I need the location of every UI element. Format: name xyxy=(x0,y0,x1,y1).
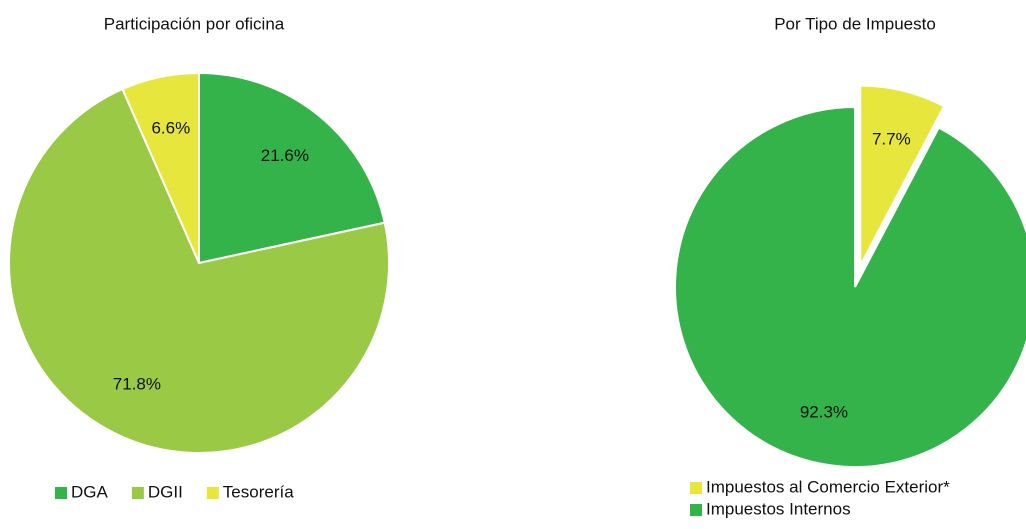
pie-slice xyxy=(674,105,1026,468)
data-label: 21.6% xyxy=(261,146,309,165)
pie-slice xyxy=(121,71,200,264)
chart-title: Participación por oficina xyxy=(104,14,285,33)
chart-title: Por Tipo de Impuesto xyxy=(774,14,936,33)
data-label: 71.8% xyxy=(113,374,161,393)
data-label: 6.6% xyxy=(151,119,190,138)
data-label: 7.7% xyxy=(872,129,911,148)
legend-swatch xyxy=(690,504,702,516)
legend-label: DGII xyxy=(148,482,183,501)
pie-slice xyxy=(8,87,390,454)
legend-label: DGA xyxy=(71,482,109,501)
legend-swatch xyxy=(55,487,67,499)
data-label: 92.3% xyxy=(800,402,848,421)
legend-swatch xyxy=(690,482,702,494)
legend-swatch xyxy=(206,487,219,499)
pie-slice xyxy=(198,71,386,265)
legend-label: Impuestos Internos xyxy=(706,499,851,518)
legend-label: Tesorería xyxy=(223,482,294,501)
legend-label: Impuestos al Comercio Exterior* xyxy=(706,477,950,496)
pie-slice xyxy=(859,84,946,267)
legend-swatch xyxy=(131,487,144,499)
